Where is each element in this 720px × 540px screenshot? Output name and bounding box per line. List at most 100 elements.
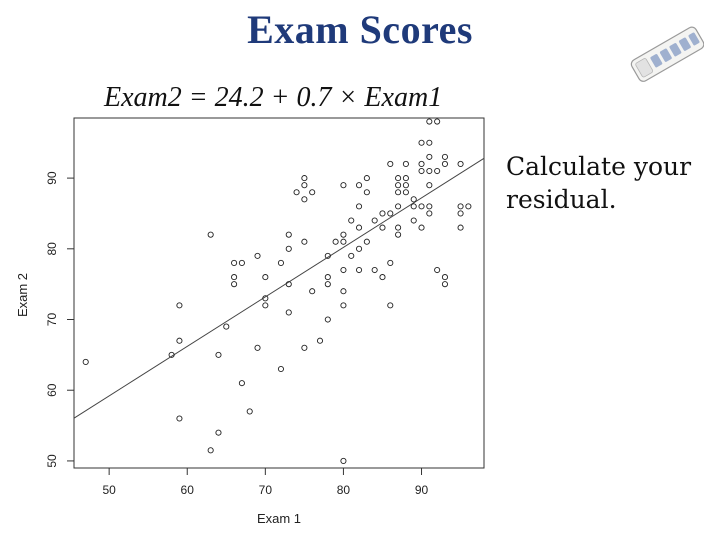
data-point (402, 175, 409, 182)
data-point (340, 457, 347, 464)
data-point (426, 153, 433, 160)
y-axis-title: Exam 2 (15, 273, 30, 317)
data-point (246, 408, 253, 415)
data-point (332, 238, 339, 245)
data-point (324, 281, 331, 288)
data-point (395, 175, 402, 182)
data-point (207, 447, 214, 454)
data-point (309, 189, 316, 196)
data-point (434, 167, 441, 175)
data-point (238, 259, 245, 266)
data-point (426, 182, 433, 189)
y-tick-label: 60 (45, 383, 59, 397)
plot-frame (73, 117, 485, 469)
data-point (426, 210, 433, 217)
data-point (301, 196, 308, 203)
y-tick-label: 90 (45, 171, 59, 185)
data-point (207, 231, 214, 238)
data-point (168, 351, 175, 358)
data-point (363, 238, 370, 245)
x-tick-label: 70 (259, 483, 273, 497)
y-tick-label: 70 (45, 313, 59, 327)
data-point (379, 274, 386, 281)
data-point (395, 224, 402, 231)
data-point (309, 288, 316, 295)
data-point (441, 153, 449, 160)
data-point (355, 203, 363, 210)
data-point (387, 210, 394, 217)
data-point (457, 210, 464, 217)
data-point (293, 189, 300, 196)
data-point (324, 316, 331, 323)
data-point (395, 203, 402, 210)
data-point (340, 231, 347, 238)
data-point (434, 266, 441, 274)
data-point (176, 415, 183, 422)
data-point (465, 203, 472, 210)
x-tick-label: 90 (415, 483, 429, 497)
data-point (231, 281, 238, 288)
data-point (340, 266, 347, 274)
data-point (379, 224, 386, 231)
data-point (277, 259, 285, 266)
data-point (379, 210, 386, 217)
data-point (410, 196, 417, 203)
regression-line (73, 157, 485, 419)
data-point (457, 224, 464, 231)
data-point (348, 252, 355, 259)
data-point (441, 281, 449, 288)
data-point (457, 203, 464, 210)
instruction-text: Calculate your residual. (506, 152, 692, 214)
data-point (215, 429, 222, 436)
data-point (410, 203, 417, 210)
data-point (441, 274, 449, 281)
data-point (441, 160, 449, 168)
regression-equation: Exam2 = 24.2 + 0.7 × Exam1 (104, 82, 443, 113)
data-point (238, 380, 245, 387)
x-tick-label: 60 (181, 483, 195, 497)
data-point (418, 139, 425, 146)
data-point (277, 365, 285, 373)
data-point (231, 259, 238, 266)
data-point (285, 231, 292, 238)
data-point (301, 175, 308, 182)
data-point (223, 323, 230, 330)
data-point (262, 274, 269, 281)
y-tick-label: 80 (45, 242, 59, 256)
data-point (324, 252, 331, 259)
data-point (231, 274, 238, 281)
data-point (395, 182, 402, 189)
data-point (387, 160, 394, 168)
data-point (363, 189, 370, 196)
data-point (426, 118, 433, 125)
data-point (340, 238, 347, 245)
data-point (457, 160, 464, 168)
data-point (324, 274, 331, 281)
data-point (285, 309, 292, 316)
data-point (355, 266, 363, 274)
data-point (395, 231, 402, 238)
x-axis-title: Exam 1 (257, 511, 301, 526)
data-point (176, 302, 183, 309)
data-point (402, 182, 409, 189)
x-tick-label: 50 (102, 483, 116, 497)
data-point (348, 217, 355, 224)
data-point (262, 295, 269, 302)
data-point (254, 252, 261, 259)
data-point (301, 238, 308, 245)
data-point (355, 182, 363, 189)
data-point (176, 337, 183, 344)
data-point (285, 245, 292, 252)
data-point (426, 203, 433, 210)
data-point (301, 182, 308, 189)
data-point (426, 167, 433, 175)
data-point (340, 182, 347, 189)
data-point (262, 302, 269, 309)
data-point (418, 160, 425, 168)
data-point (387, 259, 394, 266)
data-point (418, 167, 425, 175)
data-point (340, 302, 347, 309)
data-point (418, 224, 425, 231)
clicker-remote-icon (630, 26, 704, 82)
